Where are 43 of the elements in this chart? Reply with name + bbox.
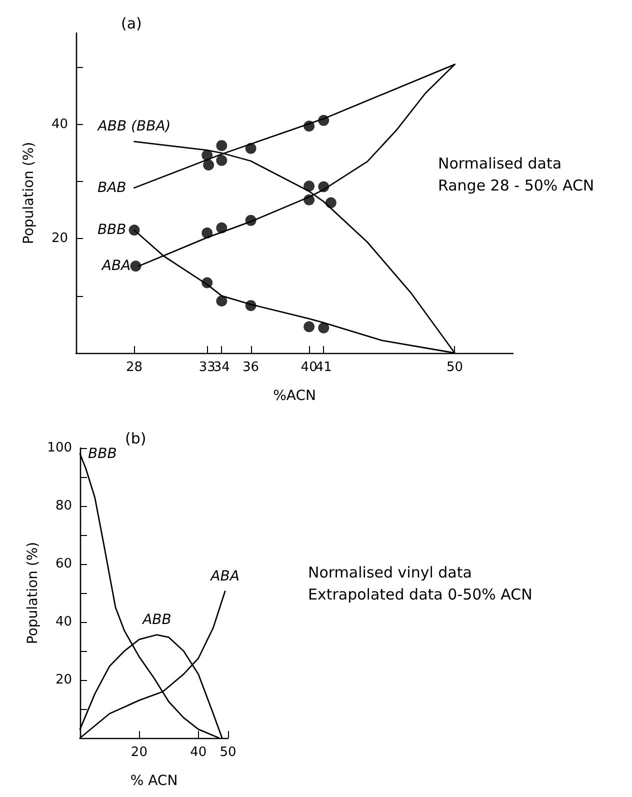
series-label: ABB (BBA) bbox=[96, 118, 171, 135]
text: Normalised vinyl data bbox=[308, 564, 472, 582]
series-label: ABA bbox=[210, 568, 240, 584]
chart-title: (b) bbox=[125, 430, 146, 448]
y-tick-label: 100 bbox=[47, 440, 72, 456]
x-tick-label: 36 bbox=[242, 360, 260, 375]
x-axis-title: % ACN bbox=[130, 773, 178, 789]
y-axis-title: Population (%) bbox=[25, 542, 41, 644]
x-tick-label: 40 bbox=[190, 745, 207, 760]
x-tick-label: 50 bbox=[446, 360, 464, 375]
series-label: BBB bbox=[97, 222, 126, 238]
point bbox=[216, 154, 228, 166]
y-tick-label: 20 bbox=[55, 672, 72, 688]
x-tick-label: 40 bbox=[300, 360, 318, 375]
series-label: ABA bbox=[100, 258, 131, 274]
point bbox=[318, 322, 330, 334]
point bbox=[304, 321, 315, 332]
series-label: BAB bbox=[97, 180, 126, 196]
point bbox=[216, 140, 228, 152]
y-tick-label: 40 bbox=[51, 116, 68, 132]
x-tick-label: 41 bbox=[315, 360, 332, 375]
point bbox=[130, 260, 142, 272]
y-axis-title: Population (%) bbox=[21, 142, 37, 244]
x-tick-label: 33 bbox=[198, 360, 216, 375]
point bbox=[216, 296, 228, 306]
point bbox=[203, 160, 214, 170]
point bbox=[202, 228, 213, 238]
text: Extrapolated data 0-50% ACN bbox=[308, 586, 532, 604]
series-label: BBB bbox=[88, 446, 117, 462]
x-axis-title: %ACN bbox=[273, 388, 316, 404]
y-tick-label: 80 bbox=[55, 498, 72, 514]
x-tick-label: 50 bbox=[220, 745, 236, 760]
series-label: ABB bbox=[142, 612, 172, 628]
annotation: Normalised data bbox=[438, 154, 562, 172]
x-tick-label: 20 bbox=[130, 745, 148, 760]
point bbox=[304, 180, 315, 192]
y-tick-label: 40 bbox=[55, 614, 72, 630]
x-tick-label: 34 bbox=[213, 360, 230, 375]
y-tick-label: 60 bbox=[55, 556, 72, 572]
annotation: Range 28 - 50% ACN bbox=[438, 176, 594, 194]
x-tick-label: 28 bbox=[126, 360, 143, 375]
chart-title: (a) bbox=[121, 14, 142, 32]
y-tick-label: 20 bbox=[51, 231, 68, 246]
